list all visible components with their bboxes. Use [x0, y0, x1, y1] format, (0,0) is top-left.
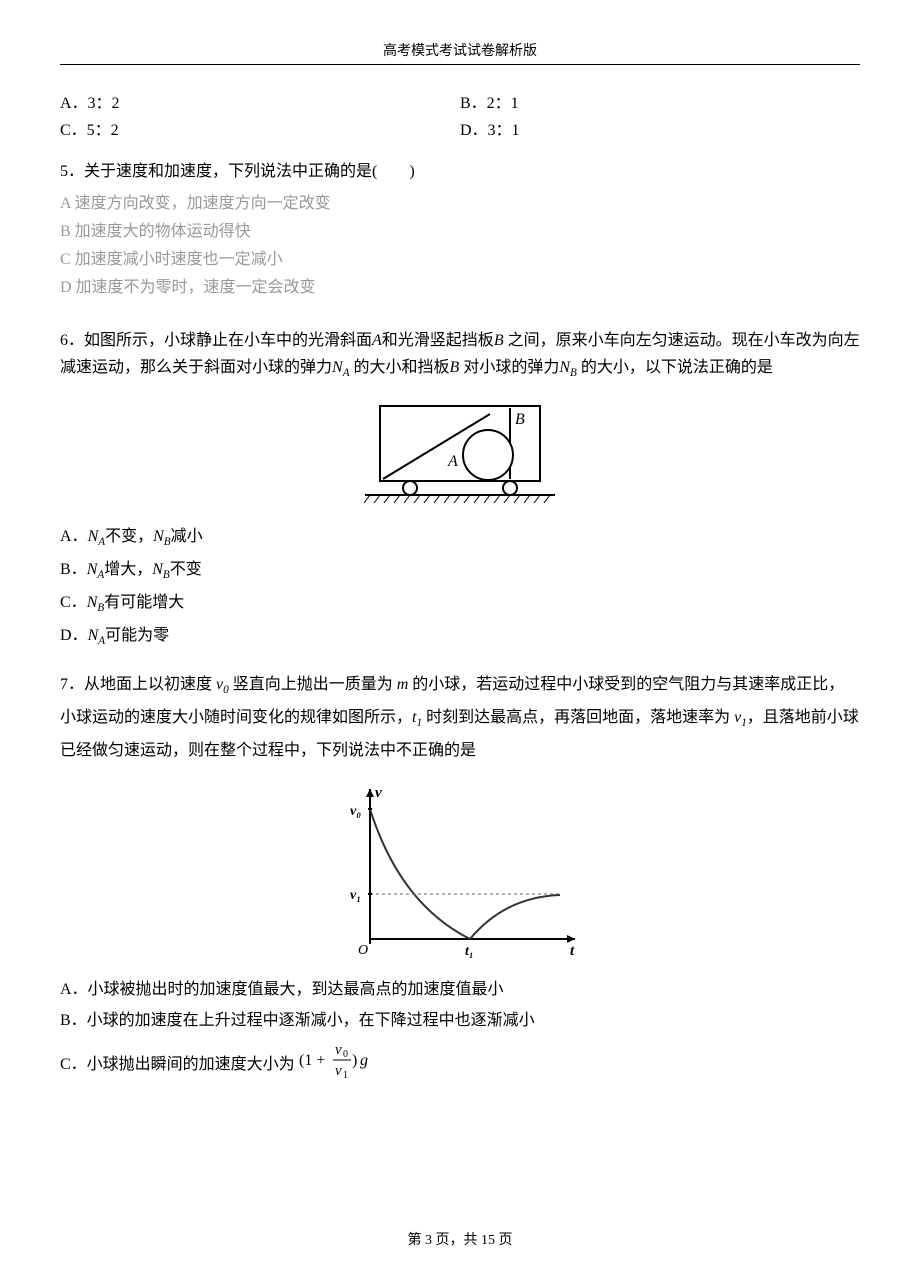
- svg-text:(1 +: (1 +: [299, 1052, 325, 1069]
- q6-sym-a: A: [372, 332, 382, 349]
- q5-opt-a: A 速度方向改变，加速度方向一定改变: [60, 189, 860, 213]
- q6-opt-a: A．NA不变，NB减小: [60, 523, 860, 552]
- q6-fig-label-a: A: [447, 453, 458, 470]
- q6-sym-b2: B: [450, 359, 460, 376]
- q6-opt-c: C．NB有可能增大: [60, 589, 860, 618]
- wheel-right: [503, 481, 517, 495]
- q4-opt-a: A．3：2: [60, 89, 460, 113]
- q6-optb-pre: B．: [60, 561, 87, 578]
- q7-text-1: 7．从地面上以初速度: [60, 676, 216, 693]
- svg-text:0: 0: [343, 1049, 348, 1060]
- q7-svg: v v₀ v₁ O t₁ t: [330, 779, 590, 959]
- footer-total: 15: [481, 1233, 495, 1248]
- q7-optc-pre: C．小球抛出瞬间的加速度大小为: [60, 1051, 295, 1078]
- q6-stem: 6．如图所示，小球静止在小车中的光滑斜面A和光滑竖起挡板B 之间，原来小车向左匀…: [60, 327, 860, 383]
- page: 高考模式考试试卷解析版 A．3：2 B．2：1 C．5：2 D．3：1 5．关于…: [0, 0, 920, 1273]
- q6-na-1: NA: [332, 359, 350, 376]
- q7-optc-formula: (1 + v 0 v 1 ) g: [299, 1038, 379, 1091]
- q6-optc-nb: NB: [87, 594, 105, 611]
- svg-text:v: v: [335, 1042, 342, 1058]
- q6-figure: A B: [60, 396, 860, 511]
- q7-fig-origin: O: [358, 943, 368, 958]
- q6-text-1: 6．如图所示，小球静止在小车中的光滑斜面: [60, 332, 372, 349]
- q5-opt-b: B 加速度大的物体运动得快: [60, 217, 860, 241]
- q7-fig-v1: v₁: [350, 888, 361, 903]
- q4-options-row1: A．3：2 B．2：1: [60, 89, 860, 113]
- q6-optc-end: 有可能增大: [104, 594, 184, 611]
- wheel-left: [403, 481, 417, 495]
- q5-opt-d: D 加速度不为零时，速度一定会改变: [60, 273, 860, 297]
- q7-stem: 7．从地面上以初速度 v0 竖直向上抛出一质量为 m 的小球，若运动过程中小球受…: [60, 669, 860, 766]
- q6-nb-1: NB: [559, 359, 577, 376]
- curve-down: [470, 895, 560, 939]
- q5-opt-c: C 加速度减小时速度也一定减小: [60, 245, 860, 269]
- footer-cur: 3: [425, 1233, 432, 1248]
- x-arrow: [567, 935, 575, 943]
- q6-opta-pre: A．: [60, 528, 88, 545]
- q4-options-row2: C．5：2 D．3：1: [60, 116, 860, 140]
- q7-opt-c: C．小球抛出瞬间的加速度大小为 (1 + v 0 v 1 ) g: [60, 1038, 860, 1091]
- q6-opt-b: B．NA增大，NB不变: [60, 556, 860, 585]
- q6-optb-nb: NB: [152, 561, 170, 578]
- ground-hatch: [364, 495, 550, 503]
- q7-opt-b: B．小球的加速度在上升过程中逐渐减小，在下降过程中也逐渐减小: [60, 1007, 860, 1034]
- q7-v1: v1: [734, 709, 747, 726]
- q5-stem: 5．关于速度和加速度，下列说法中正确的是( ): [60, 158, 860, 185]
- footer-mid: 页，共: [432, 1233, 481, 1248]
- q7-fig-ylabel: v: [375, 785, 382, 801]
- svg-text:): ): [352, 1052, 357, 1069]
- y-arrow: [366, 789, 374, 797]
- q7-text-4: 时刻到达最高点，再落回地面，落地速率为: [422, 709, 734, 726]
- q7-opt-a: A．小球被抛出时的加速度值最大，到达最高点的加速度值最小: [60, 976, 860, 1003]
- footer-post: 页: [495, 1233, 513, 1248]
- footer-pre: 第: [408, 1233, 426, 1248]
- q7-v0: v0: [216, 676, 229, 693]
- q6-optb-na: NA: [87, 561, 105, 578]
- q6-optd-na: NA: [88, 627, 106, 644]
- page-header: 高考模式考试试卷解析版: [60, 40, 860, 65]
- q6-text-6: 的大小，以下说法正确的是: [577, 359, 773, 376]
- q7-fig-v0: v₀: [350, 804, 361, 819]
- q6-text-4: 的大小和挡板: [350, 359, 450, 376]
- q6-text-5: 对小球的弹力: [459, 359, 559, 376]
- q6-optb-mid: 增大，: [104, 561, 152, 578]
- q6-text-2: 和光滑竖起挡板: [382, 332, 494, 349]
- q6-fig-label-b: B: [515, 411, 525, 428]
- q6-opta-mid: 不变，: [105, 528, 153, 545]
- q7-m: m: [397, 676, 409, 693]
- q6-opta-end: 减小: [171, 528, 203, 545]
- q6-optd-end: 可能为零: [105, 627, 169, 644]
- q4-opt-c: C．5：2: [60, 116, 460, 140]
- q6-opt-d: D．NA可能为零: [60, 622, 860, 651]
- q6-sym-b: B: [494, 332, 504, 349]
- curve-up: [370, 809, 470, 939]
- q6-opta-nb: NB: [153, 528, 171, 545]
- page-footer: 第 3 页，共 15 页: [60, 1229, 860, 1249]
- q6-opta-na: NA: [88, 528, 106, 545]
- q6-optd-pre: D．: [60, 627, 88, 644]
- q6-svg: A B: [360, 396, 560, 506]
- svg-text:g: g: [360, 1052, 368, 1069]
- q7-t1: t1: [412, 709, 422, 726]
- q7-text-2: 竖直向上抛出一质量为: [229, 676, 397, 693]
- svg-text:1: 1: [343, 1070, 348, 1081]
- q6-optc-pre: C．: [60, 594, 87, 611]
- formula-svg: (1 + v 0 v 1 ) g: [299, 1038, 379, 1082]
- q7-figure: v v₀ v₁ O t₁ t: [60, 779, 860, 964]
- q7-fig-xlabel: t: [570, 943, 575, 959]
- q7-fig-t1: t₁: [465, 944, 474, 959]
- ball: [463, 430, 513, 480]
- q6-optb-end: 不变: [170, 561, 202, 578]
- svg-text:v: v: [335, 1063, 342, 1079]
- q4-opt-b: B．2：1: [460, 89, 860, 113]
- q4-opt-d: D．3：1: [460, 116, 860, 140]
